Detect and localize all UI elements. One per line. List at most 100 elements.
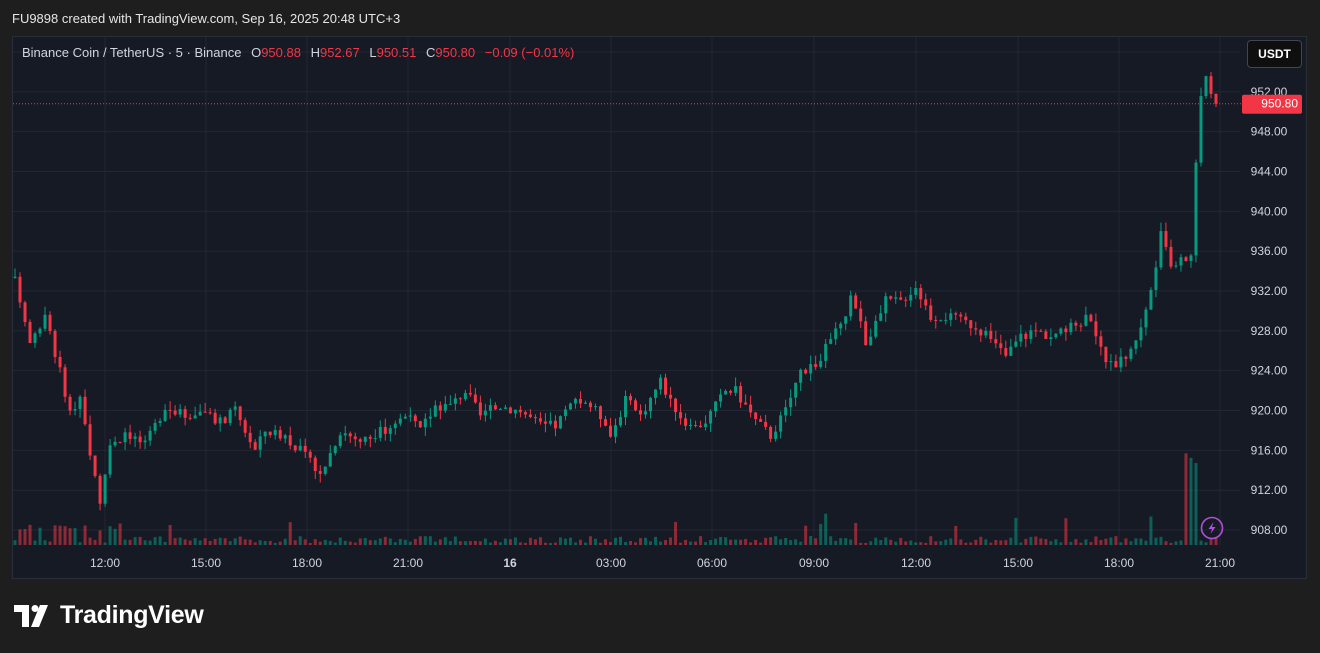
candle-body [413,415,417,422]
volume-bar [794,539,798,545]
volume-bar [1109,537,1113,545]
volume-bar [1024,538,1028,545]
candle-body [799,369,803,383]
open-value: 950.88 [261,45,301,60]
volume-bar [298,536,302,545]
volume-bar [418,536,422,545]
candle-body [674,398,678,413]
volume-bar [168,525,172,545]
volume-bar [1139,538,1143,545]
volume-bar [303,539,307,545]
volume-bar [558,537,562,545]
candle-body [348,433,352,437]
volume-bar [193,538,197,545]
candle-body [1034,330,1038,332]
price-candles [13,71,1218,511]
candle-body [473,394,477,403]
candle-body [1104,346,1108,363]
candle-body [1019,333,1023,342]
candle-body [909,294,913,301]
x-tick-label: 03:00 [596,556,626,570]
candle-body [899,297,903,300]
volume-bar [508,539,512,545]
candle-body [1214,93,1218,104]
candle-body [138,436,142,443]
volume-bar [1154,537,1158,545]
volume-bar [1169,542,1173,545]
candle-body [63,367,67,397]
lightning-icon[interactable] [1200,516,1224,540]
candle-body [153,422,157,431]
volume-bar [1119,542,1123,545]
candle-body [108,445,112,475]
candle-body [293,445,297,451]
candle-body [528,414,532,418]
volume-bar [974,539,978,545]
candle-body [1139,327,1143,341]
candle-body [1194,162,1198,256]
volume-bar [58,525,62,545]
volume-bar [839,538,843,545]
volume-bar [233,538,237,545]
y-tick-label: 928.00 [1251,324,1288,338]
volume-bar [1104,538,1108,545]
candle-body [123,432,127,443]
x-tick-label: 21:00 [393,556,423,570]
volume-bar [869,541,873,545]
candle-body [1009,346,1013,356]
volume-bar [1114,536,1118,545]
candle-body [1114,361,1118,368]
volume-bars [13,453,1218,545]
candle-body [53,331,57,358]
candle-body [363,436,367,442]
volume-bar [533,539,537,545]
volume-bar [88,537,92,545]
volume-bar [613,537,617,545]
volume-bar [408,541,412,545]
volume-bar [754,539,758,545]
candle-body [218,417,222,424]
candle-body [624,395,628,418]
candle-body [949,313,953,320]
volume-bar [113,528,117,545]
volume-bar [679,542,683,545]
volume-bar [108,526,112,545]
candle-body [794,382,798,398]
candle-body [378,426,382,438]
candle-body [563,409,567,417]
volume-bar [38,527,42,545]
volume-bar [1039,538,1043,545]
candle-body [884,296,888,314]
volume-bar [819,523,823,545]
candle-body [759,418,763,422]
candle-body [984,330,988,336]
volume-bar [959,539,963,545]
candle-body [593,406,597,408]
candle-body [128,432,132,439]
candle-body [343,433,347,436]
candle-body [248,432,252,443]
volume-bar [488,542,492,545]
volume-bar [203,538,207,545]
volume-bar [123,539,127,545]
symbol-name[interactable]: Binance Coin / TetherUS · 5 · Binance [22,45,242,60]
x-tick-label: 06:00 [697,556,727,570]
currency-button[interactable]: USDT [1247,40,1302,68]
volume-bar [68,528,72,545]
candle-body [433,405,437,417]
candle-body [1004,348,1008,356]
volume-bar [689,541,693,545]
candle-body [814,364,818,367]
volume-bar [1149,516,1153,545]
volume-bar [1129,541,1133,545]
volume-bar [1004,540,1008,545]
price-axis: 908.00 912.00 916.00 920.00 924.00 928.00 932.… [1251,45,1288,537]
candle-body [368,436,372,439]
volume-bar [438,539,442,545]
volume-bar [914,542,918,545]
candle-body [939,320,943,322]
candle-body [428,416,432,419]
candle-body [448,403,452,405]
candle-body [498,408,502,410]
